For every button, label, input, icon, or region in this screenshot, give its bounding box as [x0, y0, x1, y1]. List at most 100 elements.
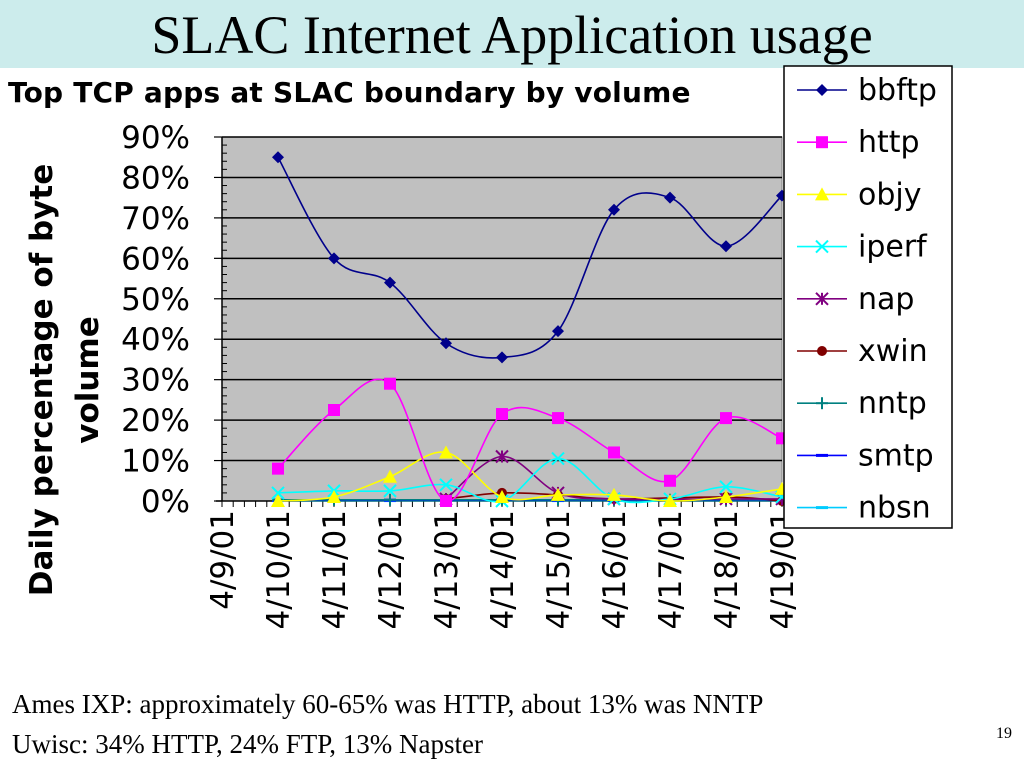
legend-label: iperf: [858, 230, 928, 265]
legend-label: xwin: [858, 334, 928, 369]
data-point: [663, 494, 677, 507]
legend-item-nntp: nntp: [797, 386, 927, 421]
data-point: [383, 484, 397, 498]
series-line: [277, 451, 783, 502]
legend-marker: [816, 136, 828, 149]
chart-title: Top TCP apps at SLAC boundary by volume: [8, 76, 691, 109]
slide-title: SLAC Internet Application usage: [151, 5, 873, 65]
data-point: [719, 489, 733, 503]
data-point: [439, 445, 453, 459]
x-tick-label: 4/12/01: [373, 510, 409, 630]
series-line: [277, 378, 783, 502]
y-tick-label: 90%: [121, 120, 190, 156]
legend-marker: [815, 239, 829, 254]
data-point: [495, 489, 509, 503]
data-point: [551, 487, 565, 501]
y-tick-label: 0%: [141, 484, 190, 520]
legend-label: nbsn: [858, 491, 931, 526]
data-point: [271, 494, 285, 507]
legend-marker: [816, 397, 828, 410]
x-tick-label: 4/13/01: [429, 510, 465, 630]
data-point: [608, 446, 620, 459]
legend-item-objy: objy: [797, 177, 922, 212]
data-point: [664, 474, 676, 487]
data-point: [271, 486, 285, 500]
legend-label: nap: [858, 282, 914, 317]
data-point: [328, 404, 340, 416]
footnote-line: Uwisc: 34% HTTP, 24% FTP, 13% Napster: [12, 729, 483, 759]
data-point: [551, 451, 565, 466]
y-axis-label: volume: [70, 316, 106, 444]
x-tick-label: 4/11/01: [317, 510, 353, 630]
series-http: [272, 377, 788, 507]
data-point: [384, 276, 396, 289]
y-tick-label: 10%: [121, 444, 190, 480]
plot-background: [221, 136, 783, 502]
series-lines: [271, 151, 789, 508]
x-tick-label: 4/9/01: [205, 510, 241, 610]
data-point: [719, 480, 733, 494]
x-tick-label: 4/18/01: [709, 510, 745, 630]
data-point: [440, 337, 452, 350]
legend-label: smtp: [858, 438, 934, 473]
legend-label: objy: [858, 177, 922, 212]
data-point: [720, 240, 732, 253]
legend: bbftp http objy iperf nap xwin nntp smtp nbsn: [783, 65, 953, 529]
x-tick-label: 4/15/01: [541, 510, 577, 630]
title-bar: [0, 0, 1024, 68]
data-point: [720, 412, 732, 425]
y-tick-label: 30%: [121, 363, 190, 399]
y-tick-label: 40%: [121, 322, 190, 358]
legend-marker: [817, 346, 827, 356]
legend-label: http: [858, 125, 920, 160]
data-point: [328, 252, 340, 265]
axes: 0% 10% 20% 30% 40% 50% 60% 70% 80% 90% 4/9/01 4/10/…: [24, 120, 801, 630]
page-number: 19: [996, 725, 1012, 742]
data-point: [496, 351, 508, 364]
footnote-line: Ames IXP: approximately 60-65% was HTTP,…: [12, 689, 764, 719]
data-point: [383, 469, 397, 483]
footnote: Ames IXP: approximately 60-65% was HTTP,…: [12, 684, 763, 764]
x-tick-label: 4/10/01: [261, 510, 297, 630]
series-line: [277, 156, 783, 359]
x-tick-label: 4/14/01: [485, 510, 521, 630]
legend-label: nntp: [858, 386, 927, 421]
plot-area: [221, 136, 783, 502]
legend-item-iperf: iperf: [797, 230, 928, 265]
y-tick-label: 20%: [121, 403, 190, 439]
data-point: [272, 462, 284, 475]
legend-marker: [815, 292, 829, 306]
x-tick-label: 4/17/01: [653, 510, 689, 630]
legend-item-nap: nap: [797, 282, 914, 317]
legend-item-http: http: [797, 125, 920, 160]
data-point: [384, 493, 396, 506]
data-point: [439, 478, 453, 492]
legend-label: bbftp: [858, 73, 937, 108]
data-point: [440, 495, 452, 507]
y-axis-label: Daily percentage of byte: [24, 164, 60, 596]
legend-item-bbftp: bbftp: [797, 73, 937, 108]
x-tick-label: 4/19/01: [765, 510, 801, 630]
data-point: [384, 377, 396, 390]
data-point: [608, 203, 620, 216]
legend-marker: [815, 187, 829, 201]
y-tick-label: 80%: [121, 160, 190, 196]
series-objy: [271, 445, 789, 507]
data-point: [664, 191, 676, 204]
y-tick-label: 50%: [121, 282, 190, 318]
legend-item-nbsn: nbsn: [797, 491, 931, 526]
legend-item-smtp: smtp: [797, 438, 934, 473]
series-line: [277, 457, 783, 504]
data-point: [272, 151, 284, 164]
x-tick-label: 4/16/01: [597, 510, 633, 630]
data-point: [552, 412, 564, 425]
data-point: [495, 449, 509, 464]
data-point: [607, 487, 621, 501]
legend-marker: [816, 84, 828, 96]
data-point: [327, 489, 341, 503]
y-tick-label: 70%: [121, 201, 190, 237]
legend-item-xwin: xwin: [797, 334, 928, 369]
data-point: [552, 325, 564, 338]
y-tick-label: 60%: [121, 241, 190, 277]
